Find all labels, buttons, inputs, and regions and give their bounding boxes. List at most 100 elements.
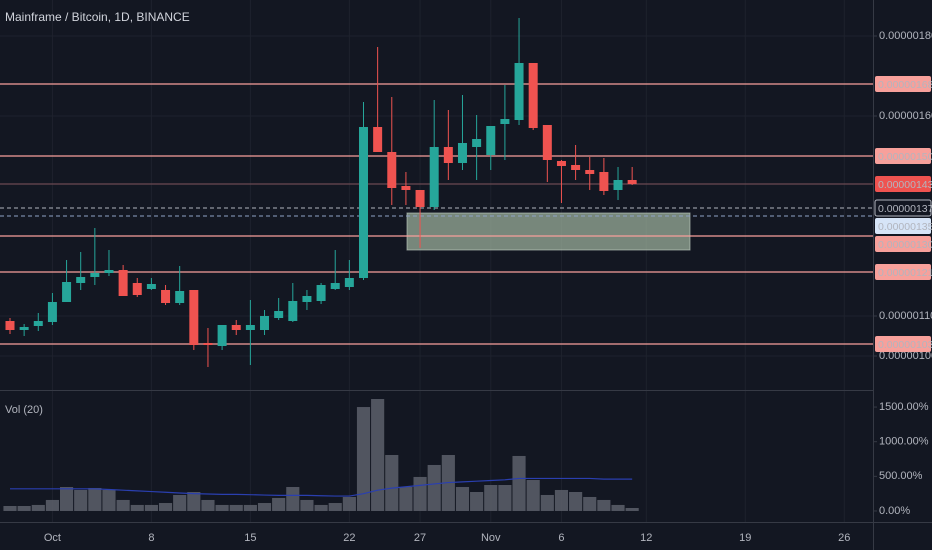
candle-body — [344, 278, 354, 287]
x-tick-label: Nov — [481, 532, 501, 544]
candle-body — [161, 290, 171, 303]
chart-title: Mainframe / Bitcoin, 1D, BINANCE — [5, 10, 190, 24]
candle-body — [613, 180, 623, 190]
candle-body — [500, 119, 510, 124]
candle-body — [443, 147, 453, 163]
level-label: 0.00000130 — [878, 239, 932, 251]
volume-bar — [356, 407, 371, 511]
volume-bar — [158, 503, 173, 511]
level-label: 0.00000103 — [878, 339, 932, 351]
volume-bar — [74, 489, 88, 511]
candle-body — [585, 170, 595, 174]
candle-body — [486, 126, 496, 155]
candle-body — [528, 63, 538, 128]
volume-bar — [31, 504, 45, 511]
level-label: 0.00000137 — [878, 203, 932, 215]
candle-body — [19, 327, 29, 330]
volume-bar — [328, 503, 342, 511]
candle-body — [359, 127, 368, 278]
candle-body — [132, 283, 142, 295]
volume-bar — [45, 499, 59, 511]
level-label: 0.00000168 — [878, 79, 932, 91]
volume-tick-label: 0.00% — [879, 505, 910, 517]
volume-bar — [300, 499, 314, 511]
y-tick-label: 0.00000110 — [879, 310, 932, 322]
candle-body — [47, 302, 57, 322]
candle-body — [260, 316, 270, 330]
level-label-box — [875, 76, 931, 92]
volume-bar — [257, 503, 272, 511]
volume-bar — [17, 505, 31, 511]
volume-bar — [102, 489, 116, 511]
volume-bar — [399, 487, 413, 511]
level-label-box — [875, 236, 931, 252]
volume-bar — [286, 487, 300, 511]
candle-body — [288, 301, 298, 321]
volume-bar — [512, 455, 526, 511]
candle-body — [571, 165, 581, 170]
level-label: 0.00000121 — [878, 267, 932, 279]
volume-bar — [116, 499, 130, 511]
candle-body — [203, 343, 213, 345]
volume-title: Vol (20) — [5, 404, 43, 416]
zone — [406, 212, 691, 251]
axes: Oct 8 15 22 27 Nov 6 12 19 26 0.00000100 0.00000110… — [44, 30, 932, 544]
volume-bar — [272, 497, 286, 511]
candle-body — [472, 139, 482, 147]
plot — [0, 18, 873, 511]
volume-bar — [413, 476, 427, 511]
volume-bar — [569, 491, 583, 511]
y-tick-label: 0.00000180 — [879, 30, 932, 42]
candle-body — [556, 161, 566, 166]
candle-body — [5, 321, 15, 330]
candle-body — [373, 127, 383, 152]
candle-body — [62, 282, 72, 302]
candle-body — [118, 270, 128, 296]
x-tick-label: 15 — [244, 532, 256, 544]
x-tick-label: 27 — [414, 532, 426, 544]
volume-bar — [611, 504, 625, 511]
level-label: 0.00000143 — [878, 179, 932, 191]
candle-body — [217, 325, 227, 346]
volume-bar — [554, 489, 569, 511]
x-tick-label: 22 — [343, 532, 355, 544]
candle-body — [189, 290, 199, 345]
x-tick-label: 8 — [148, 532, 154, 544]
volume-bar — [540, 494, 554, 511]
volume-bar — [243, 504, 257, 511]
candle-body — [542, 125, 552, 160]
volume-bar — [526, 480, 540, 511]
level-label-box — [875, 264, 931, 280]
candle-body — [514, 63, 524, 120]
x-tick-label: 26 — [838, 532, 850, 544]
candle-body — [316, 285, 326, 301]
candle-body — [401, 186, 411, 190]
y-tick-label: 0.00000160 — [879, 110, 932, 122]
volume-tick-label: 500.00% — [879, 470, 923, 482]
volume-bar — [314, 504, 328, 511]
volume-ma-line — [10, 477, 633, 497]
volume-bar — [201, 499, 215, 511]
candle-body — [330, 283, 340, 289]
volume-bar — [470, 491, 484, 511]
volume-bar — [597, 499, 611, 511]
level-label: 0.00000150 — [878, 151, 932, 163]
volume-bar — [3, 505, 17, 511]
level-label-box — [875, 336, 931, 352]
candle-body — [245, 325, 255, 330]
candle-body — [33, 321, 43, 326]
volume-bar — [455, 487, 470, 511]
volume-bar — [583, 496, 597, 511]
candle-body — [627, 180, 637, 184]
candle-body — [175, 291, 185, 303]
volume-bar — [215, 504, 229, 511]
level-label-box — [875, 218, 931, 234]
candle-body — [302, 296, 312, 302]
volume-bar — [59, 487, 74, 511]
volume-bar — [498, 484, 512, 511]
x-tick-label: Oct — [44, 532, 61, 544]
level-label-box — [875, 148, 931, 164]
level-label-box — [875, 176, 931, 192]
